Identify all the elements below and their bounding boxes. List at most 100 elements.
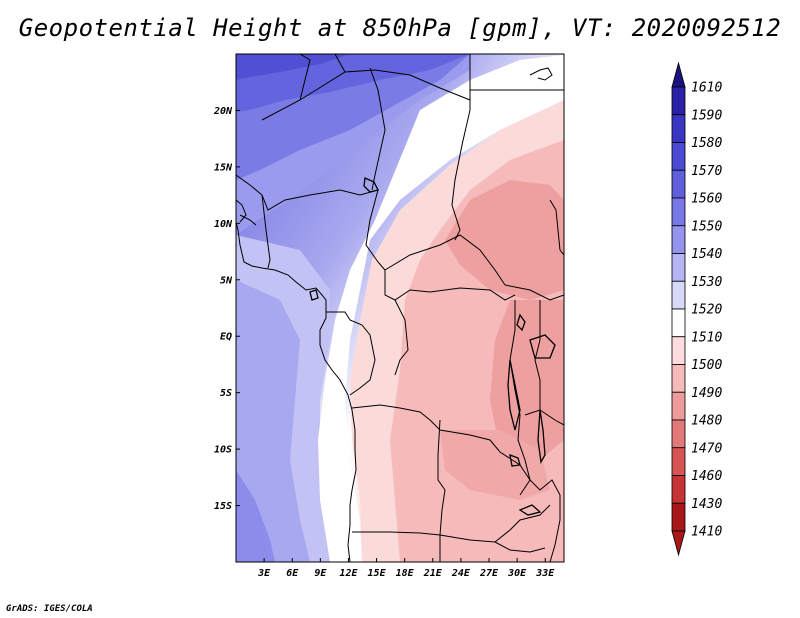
border-chad-west [365,189,386,271]
lake-volta [309,289,319,301]
colorbar-label: 1570 [691,164,722,179]
lon-tick-label: 21E [423,568,443,579]
map-frame [235,53,565,563]
colorbar-label: 1580 [691,136,722,151]
longitude-axis: 3E 6E 9E 12E 15E 18E 21E 24E 27E 30E 33E [257,558,555,579]
border-chad-east [451,54,471,241]
border-zim [494,541,546,553]
political-boundaries [236,54,564,562]
colorbar-segment [671,280,686,310]
figure-title: Geopotential Height at 850hPa [gpm], VT:… [18,14,782,42]
colorbar-label: 1490 [691,386,722,401]
colorbar-label: 1500 [691,358,722,373]
lat-tick-label: 5N [220,275,233,286]
colorbar-label: 1550 [691,219,722,234]
border-angola-east [437,419,446,536]
border-sahel [236,174,379,211]
lon-tick-label: 30E [507,568,527,579]
field-contour-1480-south [440,430,550,500]
field-contour-1550-ocean [236,470,275,562]
colorbar-segment [671,336,686,365]
colorbar-label: 1520 [691,303,722,318]
colorbar-segment [671,169,686,199]
border-congo-west [326,311,376,396]
lat-tick-label: 10N [214,219,233,230]
lake-victoria [529,334,556,359]
colorbar-label: 1540 [691,247,722,262]
field-contour-1480-east [490,300,564,460]
border-tanzania [524,409,564,426]
lake-mweru [509,453,521,467]
colorbar-segment [671,419,686,449]
border-westafrica-1 [261,194,271,269]
lake-chad [363,177,379,193]
lat-tick-label: 10S [214,445,232,456]
lon-tick-label: 9E [314,568,327,579]
lake-albert [516,313,526,332]
lake-tanganyika [507,359,521,431]
border-congo-east [394,299,409,376]
lat-tick-label: 15N [214,162,233,173]
lon-tick-label: 27E [479,568,499,579]
lon-tick-label: 15E [368,568,387,579]
border-zambia [439,504,551,543]
lake-kariba [518,504,542,516]
colorbar-segment [671,114,686,143]
colorbar-label: 1530 [691,275,722,290]
lon-tick-label: 33E [535,568,555,579]
latitude-axis: 20N 15N 10N 5N EQ 5S 10S 15S [213,106,240,512]
lat-tick-label: 15S [214,501,232,512]
colorbar-segment [671,197,686,227]
border-car-south [384,270,516,301]
field-contour-1510 [318,55,564,562]
colorbar-segment [671,364,686,393]
coast-westbulge [236,199,247,223]
border-moz [529,479,561,562]
colorbar-label: 1590 [691,108,722,123]
lon-tick-label: 12E [339,568,358,579]
border-north-2 [299,54,311,101]
field-contour-1480-north [445,180,564,300]
lon-tick-label: 18E [396,568,415,579]
colorbar-label: 1460 [691,469,722,484]
border-north-3 [334,54,346,73]
lake-malawi [537,409,546,464]
field-contour-1570 [236,54,350,80]
lat-tick-label: EQ [220,332,232,343]
colorbar-label: 1510 [691,330,722,345]
colorbar-segment [671,447,686,476]
grads-credit: GrADS: IGES/COLA [6,604,93,614]
colorbar-label: 1430 [691,497,722,512]
lon-tick-label: 6E [286,568,299,579]
colorbar-segment [671,308,686,338]
colorbar-segment [671,86,686,116]
border-westafrica-2 [239,214,257,226]
colorbar-segment [671,391,686,421]
lat-tick-label: 20N [213,106,233,117]
colorbar: 1610 1590 1580 1570 1560 1550 1540 1530 1520 1510… [671,61,722,557]
border-drc-south [351,404,531,496]
colorbar-segment [671,475,686,504]
border-angola-south [352,531,441,536]
border-north-4 [369,67,386,191]
field-contour-1540-ocean [236,280,310,562]
colorbar-label: 1480 [691,414,722,429]
lakes [309,177,556,516]
colorbar-label: 1610 [691,81,722,96]
colorbar-label: 1410 [691,525,722,540]
colorbar-segment [671,225,686,254]
border-sudan-south [504,284,564,301]
colorbar-label: 1470 [691,441,722,456]
border-misc-east [549,199,564,256]
colorbar-segment [671,253,686,282]
lon-tick-label: 3E [257,568,271,579]
border-drc-east [509,300,531,481]
coast-redsea [529,67,553,81]
colorbar-top-arrow [671,61,686,88]
colorbar-bottom-arrow [671,530,686,557]
colorbar-segment [671,142,686,171]
colorbar-segment [671,502,686,532]
border-car-north [384,234,506,286]
border-kenya [534,300,541,410]
